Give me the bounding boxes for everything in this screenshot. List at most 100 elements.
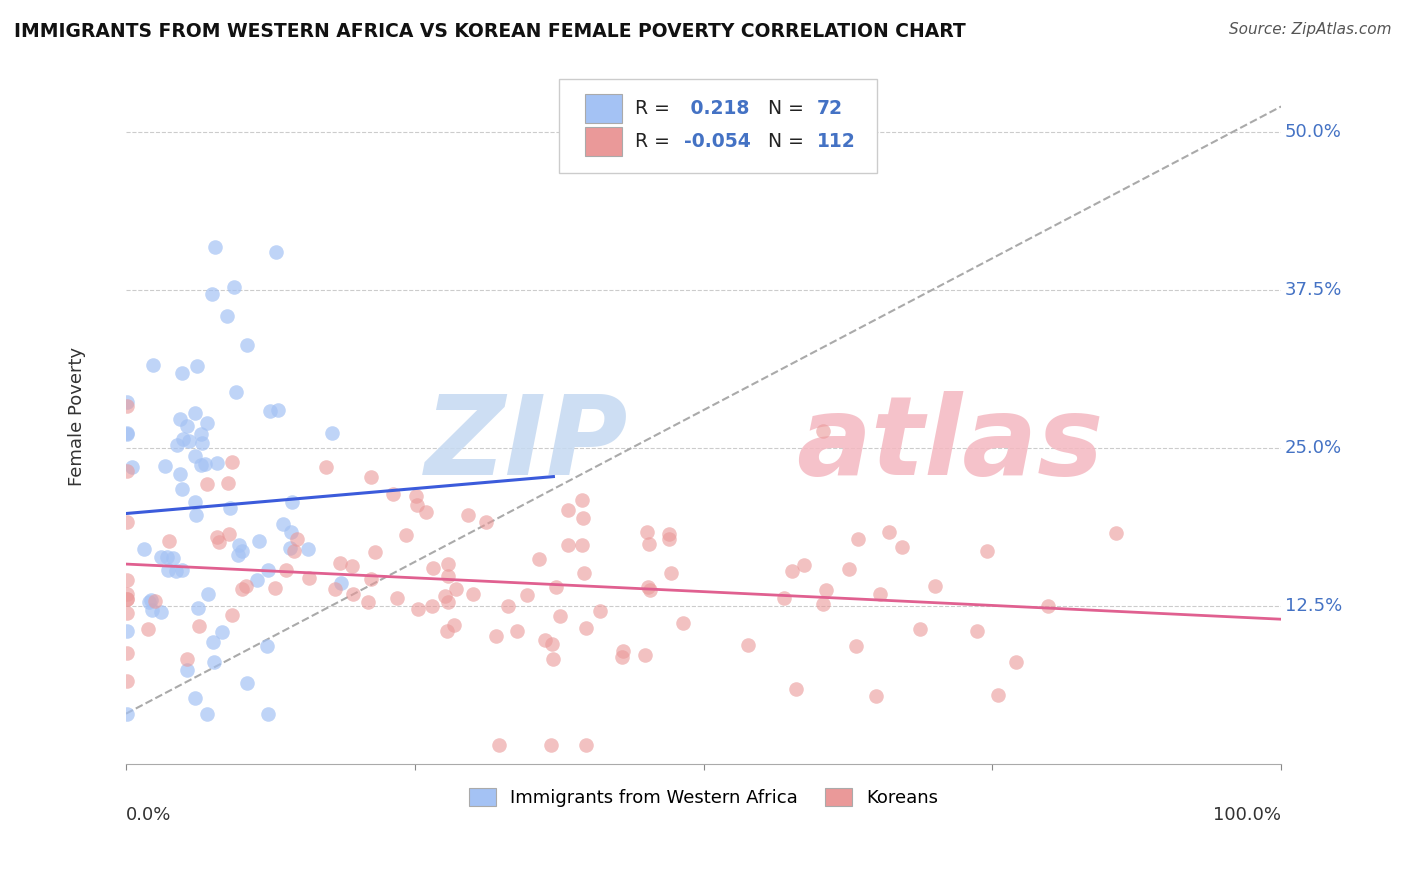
Point (142, 358, 165, 372)
Point (115, 400, 138, 414)
Point (865, 689, 887, 703)
Point (541, 637, 564, 651)
Text: atlas: atlas (796, 391, 1104, 498)
Point (405, 489, 427, 503)
Point (838, 562, 860, 576)
Point (575, 739, 598, 753)
Point (575, 622, 598, 636)
Point (436, 569, 458, 583)
Point (115, 395, 138, 409)
Point (340, 558, 363, 573)
Point (191, 435, 214, 450)
Point (422, 561, 444, 575)
Point (231, 582, 253, 596)
Text: R =: R = (636, 99, 676, 118)
Point (201, 287, 224, 301)
Point (201, 635, 224, 649)
Text: IMMIGRANTS FROM WESTERN AFRICA VS KOREAN FEMALE POVERTY CORRELATION CHART: IMMIGRANTS FROM WESTERN AFRICA VS KOREAN… (14, 22, 966, 41)
Point (170, 366, 193, 380)
Point (877, 525, 900, 540)
Point (780, 565, 803, 579)
Point (406, 498, 429, 512)
Point (153, 459, 176, 474)
Point (134, 541, 156, 556)
Text: 12.5%: 12.5% (1285, 597, 1341, 615)
Point (115, 426, 138, 441)
Point (115, 673, 138, 688)
Point (205, 530, 228, 544)
Point (283, 543, 305, 558)
Point (793, 558, 815, 573)
Point (571, 511, 593, 525)
Point (285, 532, 308, 546)
Point (548, 609, 571, 624)
Point (166, 438, 188, 452)
Point (637, 580, 659, 594)
Point (811, 424, 834, 438)
Point (197, 417, 219, 431)
Point (228, 548, 250, 562)
Point (197, 587, 219, 601)
Point (658, 527, 681, 541)
Point (150, 605, 173, 619)
Point (395, 528, 418, 542)
Point (156, 549, 179, 564)
Point (557, 503, 579, 517)
Point (589, 604, 612, 618)
Point (987, 688, 1010, 702)
Point (186, 359, 208, 373)
Point (165, 564, 187, 578)
Point (236, 676, 259, 690)
Point (141, 603, 163, 617)
Point (298, 571, 321, 585)
Point (115, 587, 138, 601)
Point (115, 646, 138, 660)
Point (156, 563, 179, 577)
Point (184, 690, 207, 705)
Text: N =: N = (768, 132, 810, 151)
Text: 100.0%: 100.0% (1213, 806, 1281, 824)
Point (195, 706, 218, 721)
Point (264, 581, 287, 595)
Point (659, 566, 682, 581)
Point (1038, 599, 1060, 614)
Text: 0.218: 0.218 (683, 99, 749, 118)
Point (205, 456, 228, 470)
Point (321, 425, 343, 440)
Point (772, 591, 794, 605)
Point (496, 599, 519, 614)
Point (169, 412, 191, 426)
Point (115, 464, 138, 478)
Point (235, 338, 257, 352)
Point (179, 434, 201, 448)
Point (162, 551, 184, 566)
Point (231, 544, 253, 558)
Point (364, 545, 387, 559)
Point (121, 460, 143, 475)
Point (357, 595, 380, 609)
Point (297, 541, 319, 556)
Point (457, 508, 479, 523)
Point (170, 563, 193, 577)
Point (115, 516, 138, 530)
Point (218, 527, 240, 541)
Point (139, 593, 162, 607)
Point (222, 279, 245, 293)
Point (924, 579, 946, 593)
Point (215, 309, 238, 323)
Point (202, 655, 225, 669)
Point (256, 706, 278, 721)
Point (256, 640, 278, 654)
Point (814, 582, 837, 597)
Point (737, 638, 759, 652)
Point (543, 652, 565, 666)
Point (136, 623, 159, 637)
Point (557, 538, 579, 552)
Point (264, 245, 287, 260)
Point (544, 580, 567, 594)
FancyBboxPatch shape (560, 79, 877, 173)
Point (463, 587, 485, 601)
Point (433, 589, 456, 603)
Point (437, 595, 460, 609)
Point (115, 606, 138, 620)
